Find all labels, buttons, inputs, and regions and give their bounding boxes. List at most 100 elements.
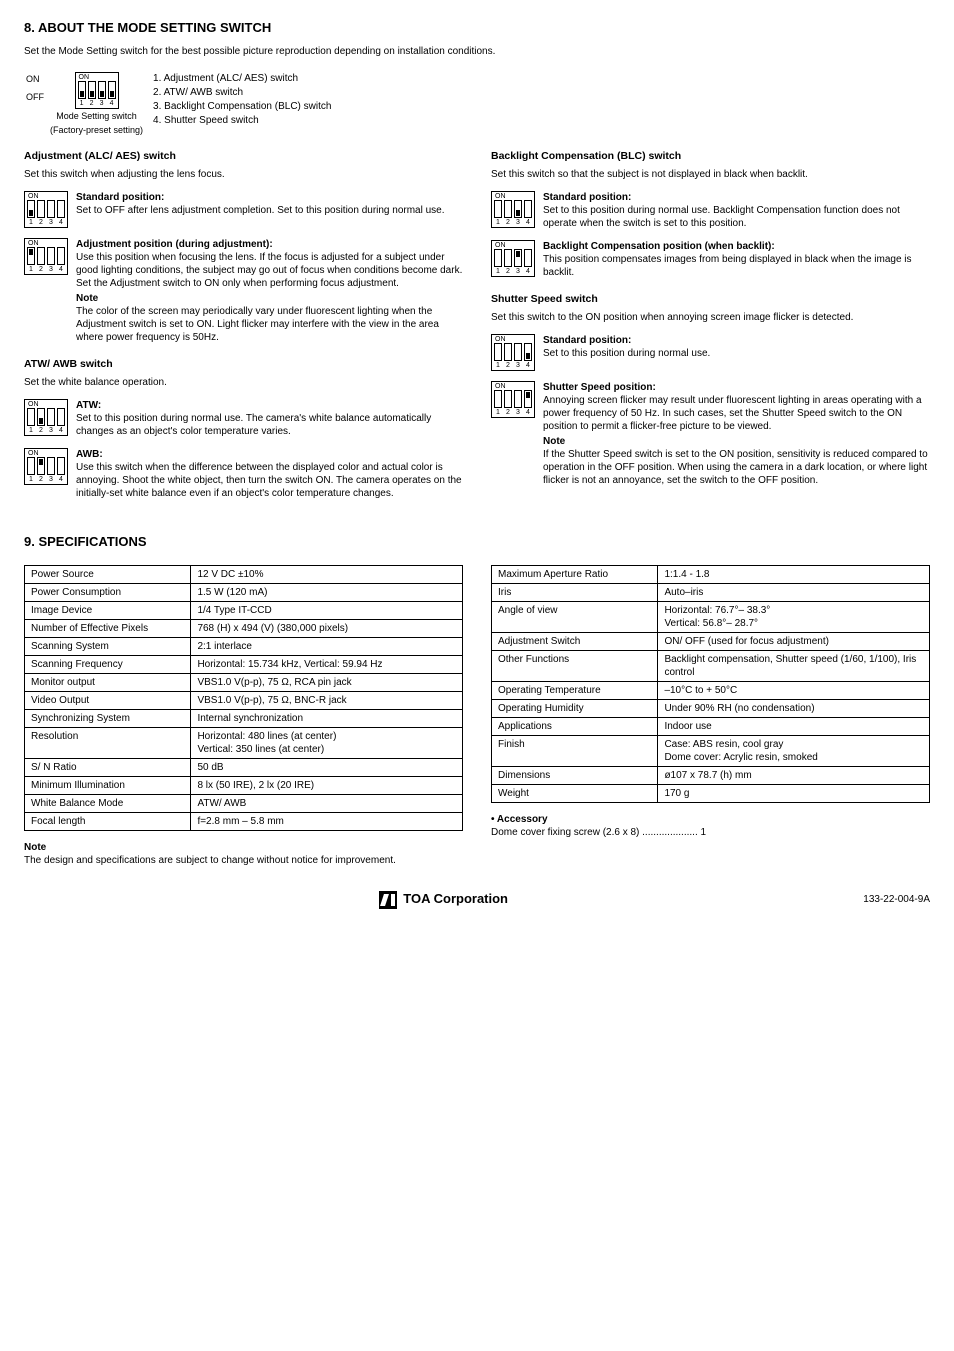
spec-value: Horizontal: 15.734 kHz, Vertical: 59.94 … [191,655,463,673]
dip-num: 3 [47,475,55,484]
dip-num: 2 [504,361,512,370]
spec-key: Number of Effective Pixels [25,619,191,637]
dip-num: 1 [27,218,35,227]
spec-key: Scanning System [25,637,191,655]
table-row: Angle of viewHorizontal: 76.7°– 38.3° Ve… [492,601,930,632]
dip-on-text: ON [494,336,532,343]
table-row: Power Source12 V DC ±10% [25,565,463,583]
dip-num: 3 [514,267,522,276]
dip-num: 1 [494,218,502,227]
spec-value: 1.5 W (120 mA) [191,583,463,601]
table-row: Adjustment SwitchON/ OFF (used for focus… [492,632,930,650]
dip-num: 4 [57,426,65,435]
spec-value: ATW/ AWB [191,794,463,812]
table-row: Synchronizing SystemInternal synchroniza… [25,709,463,727]
doc-number: 133-22-004-9A [863,893,930,906]
table-row: ResolutionHorizontal: 480 lines (at cent… [25,727,463,758]
spec-value: Horizontal: 76.7°– 38.3° Vertical: 56.8°… [658,601,930,632]
dip-num: 3 [514,361,522,370]
note-body: The color of the screen may periodically… [76,305,463,344]
blc-on-head: Backlight Compensation position (when ba… [543,240,930,253]
dip-icon: ON 1234 [491,240,535,277]
table-row: IrisAuto–iris [492,583,930,601]
table-row: Other FunctionsBacklight compensation, S… [492,650,930,681]
blc-title: Backlight Compensation (BLC) switch [491,150,930,164]
adj-intro: Set this switch when adjusting the lens … [24,168,463,181]
spec-value: –10°C to + 50°C [658,681,930,699]
dip-caption2: (Factory-preset setting) [50,125,143,137]
left-column: Adjustment (ALC/ AES) switch Set this sw… [24,150,463,509]
dip-icon: ON 1234 [491,334,535,371]
spec-value: VBS1.0 V(p-p), 75 Ω, BNC-R jack [191,691,463,709]
ss-std-body: Set to this position during normal use. [543,347,930,360]
table-row: Dimensionsø107 x 78.7 (h) mm [492,766,930,784]
section8-intro: Set the Mode Setting switch for the best… [24,45,930,58]
spec-value: Indoor use [658,717,930,735]
table-row: Scanning System2:1 interlace [25,637,463,655]
spec-key: Synchronizing System [25,709,191,727]
dip-icon: ON 1234 [24,191,68,228]
spec-key: Operating Humidity [492,699,658,717]
dip-num: 4 [57,218,65,227]
right-column: Backlight Compensation (BLC) switch Set … [491,150,930,509]
spec-value: 8 lx (50 IRE), 2 lx (20 IRE) [191,776,463,794]
spec-value: 50 dB [191,758,463,776]
spec-value: 1/4 Type IT-CCD [191,601,463,619]
spec-value: 2:1 interlace [191,637,463,655]
dip-on-text: ON [27,193,65,200]
toa-logo-icon [379,891,397,909]
spec-key: Power Source [25,565,191,583]
dip-num: 2 [504,267,512,276]
spec-key: Adjustment Switch [492,632,658,650]
awb-body: Use this switch when the difference betw… [76,461,463,500]
table-row: FinishCase: ABS resin, cool gray Dome co… [492,735,930,766]
section9-title: 9. SPECIFICATIONS [24,534,930,551]
accessory-head: • Accessory [491,813,930,826]
adjpos-body: Use this position when focusing the lens… [76,251,463,290]
table-row: Operating HumidityUnder 90% RH (no conde… [492,699,930,717]
table-row: White Balance ModeATW/ AWB [25,794,463,812]
toa-logo: TOA Corporation [379,891,508,909]
legend-1: 1. Adjustment (ALC/ AES) switch [153,72,331,85]
spec-key: Resolution [25,727,191,758]
dip-icon: ON 1234 [24,399,68,436]
dip-num: 2 [37,218,45,227]
spec-key: White Balance Mode [25,794,191,812]
dip-num: 3 [47,426,55,435]
dip-num: 1 [27,475,35,484]
spec-value: 1:1.4 - 1.8 [658,565,930,583]
dip-num: 1 [27,265,35,274]
spec-key: Monitor output [25,673,191,691]
awb-head: AWB: [76,448,463,461]
blc-std-body: Set to this position during normal use. … [543,204,930,230]
dip-on-text: ON [494,193,532,200]
table-row: Minimum Illumination8 lx (50 IRE), 2 lx … [25,776,463,794]
table-row: Weight170 g [492,784,930,802]
spec-key: Focal length [25,812,191,830]
spec-key: Dimensions [492,766,658,784]
dip-num: 4 [108,99,116,108]
atw-head: ATW: [76,399,463,412]
dip-icon: ON 1234 [491,381,535,418]
ss-note-head: Note [543,435,930,448]
ss-intro: Set this switch to the ON position when … [491,311,930,324]
spec-key: Other Functions [492,650,658,681]
spec-table-right: Maximum Aperture Ratio1:1.4 - 1.8IrisAut… [491,565,930,803]
legend-2: 2. ATW/ AWB switch [153,86,331,99]
spec-value: Case: ABS resin, cool gray Dome cover: A… [658,735,930,766]
spec-key: Maximum Aperture Ratio [492,565,658,583]
atw-intro: Set the white balance operation. [24,376,463,389]
ss-title: Shutter Speed switch [491,293,930,307]
spec-key: Minimum Illumination [25,776,191,794]
table-row: ApplicationsIndoor use [492,717,930,735]
dip-num: 4 [524,408,532,417]
spec-key: Video Output [25,691,191,709]
spec-value: ON/ OFF (used for focus adjustment) [658,632,930,650]
dip-on-text: ON [27,240,65,247]
dip-num: 2 [504,408,512,417]
dip-on-text: ON [494,383,532,390]
footer: TOA Corporation 133-22-004-9A [24,891,930,909]
adjpos-head: Adjustment position (during adjustment): [76,238,463,251]
dip-num: 4 [57,265,65,274]
dip-num: 3 [47,218,55,227]
